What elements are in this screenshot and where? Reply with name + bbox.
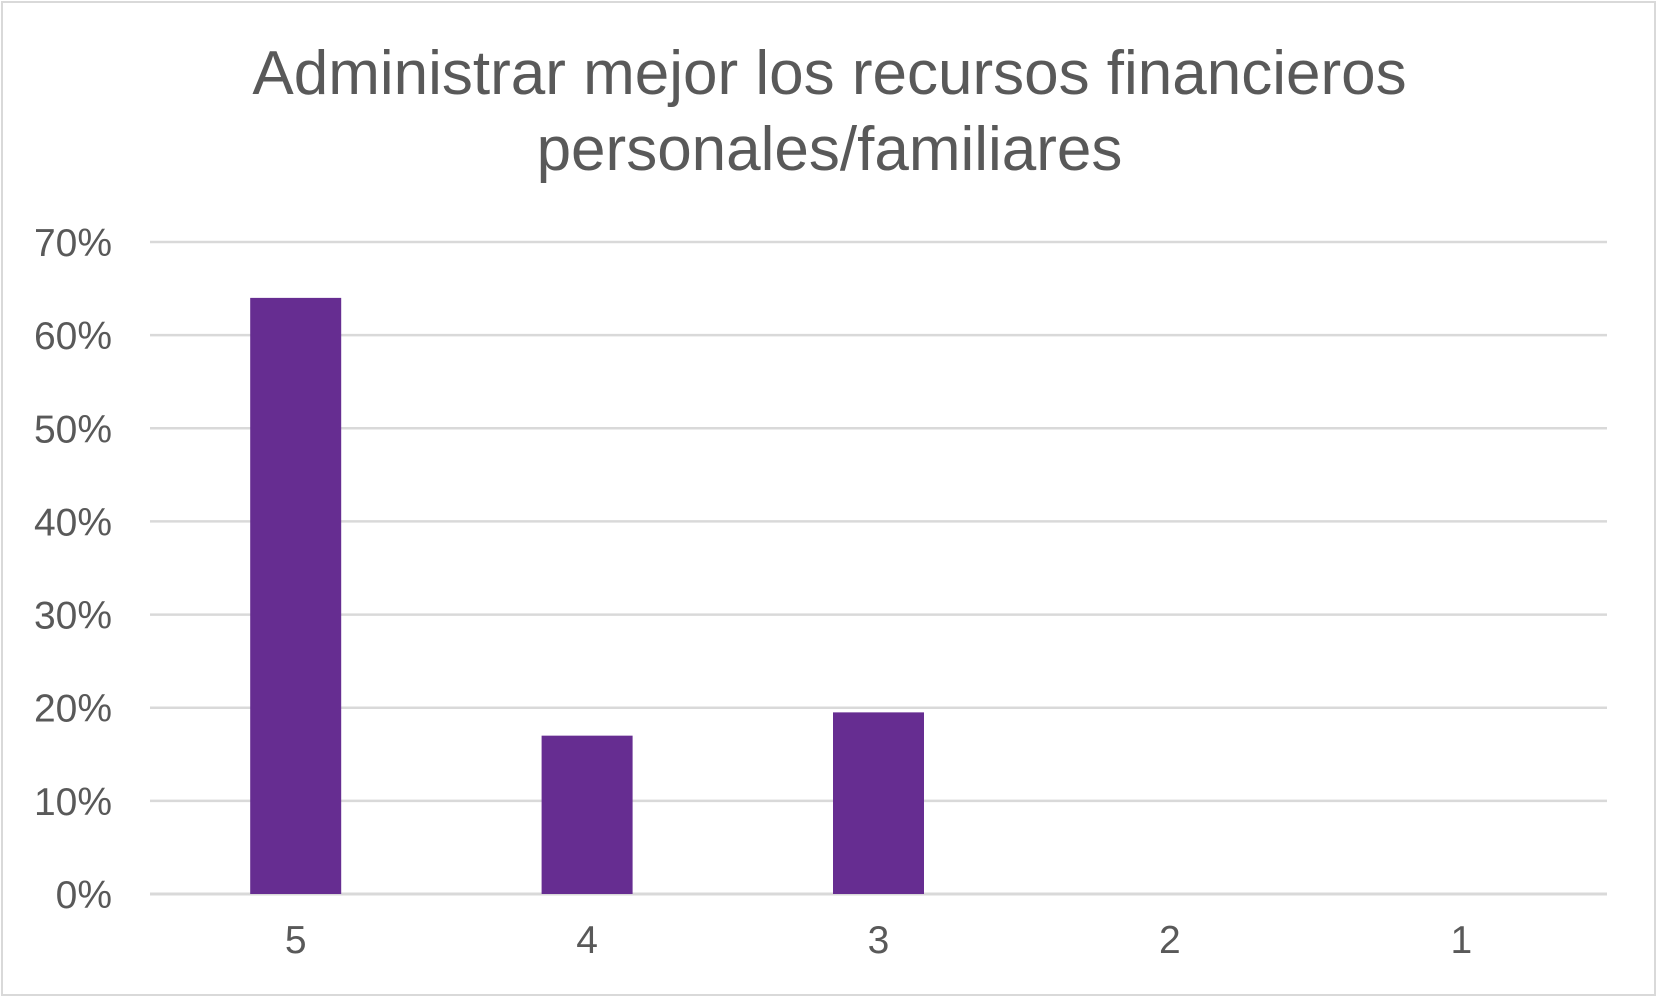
y-tick-label: 70% (34, 222, 112, 265)
chart-title: Administrar mejor los recursos financier… (0, 36, 1659, 188)
bars (250, 297, 924, 894)
y-tick-label: 40% (34, 501, 112, 544)
y-axis-tick-labels: 0% 10% 20% 30% 40% 50% 60% 70% (34, 222, 112, 917)
y-tick-label: 60% (34, 315, 112, 358)
x-tick-label: 1 (1450, 919, 1472, 962)
x-tick-label: 4 (576, 919, 598, 962)
gridlines (150, 240, 1607, 896)
x-tick-label: 5 (285, 919, 307, 962)
chart-title-line-2: personales/familiares (536, 115, 1123, 184)
y-tick-label: 20% (34, 688, 112, 731)
y-tick-label: 30% (34, 595, 112, 638)
x-tick-label: 2 (1159, 919, 1181, 962)
x-axis-tick-labels: 5 4 3 2 1 (285, 919, 1472, 962)
y-tick-label: 50% (34, 408, 112, 451)
bar-3 (833, 712, 924, 894)
y-tick-label: 0% (56, 874, 112, 917)
chart-title-line-1: Administrar mejor los recursos financier… (252, 39, 1407, 108)
bar-5 (250, 297, 342, 894)
y-tick-label: 10% (34, 781, 112, 824)
x-tick-label: 3 (868, 919, 890, 962)
bar-4 (541, 735, 633, 894)
